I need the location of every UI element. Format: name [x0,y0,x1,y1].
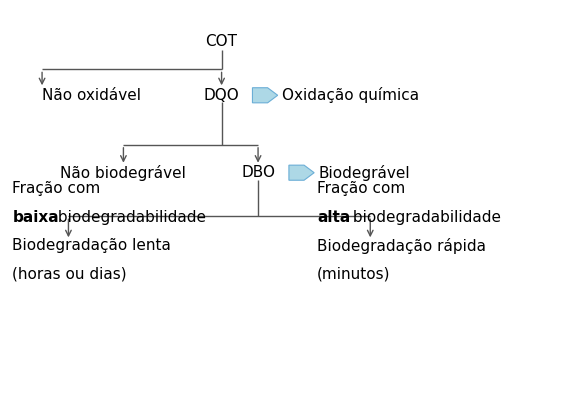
Text: Não biodegrável: Não biodegrável [61,165,186,181]
Text: biodegradabilidade: biodegradabilidade [348,210,501,225]
Text: Não oxidável: Não oxidável [42,88,141,103]
Text: COT: COT [205,34,238,49]
Polygon shape [289,165,314,180]
Text: DQO: DQO [204,88,240,103]
Text: (horas ou dias): (horas ou dias) [12,267,127,282]
Text: Biodegradação lenta: Biodegradação lenta [12,238,171,253]
Text: Biodegradação rápida: Biodegradação rápida [317,238,486,254]
Text: alta: alta [317,210,350,225]
Text: Biodegrável: Biodegrável [318,165,410,181]
Text: (minutos): (minutos) [317,267,390,282]
Text: Oxidação química: Oxidação química [282,87,419,103]
Text: Fração com: Fração com [317,181,405,196]
Polygon shape [252,88,278,103]
Text: DBO: DBO [241,165,275,180]
Text: Fração com: Fração com [12,181,100,196]
Text: baixa: baixa [12,210,59,225]
Text: biodegradabilidade: biodegradabilidade [53,210,206,225]
